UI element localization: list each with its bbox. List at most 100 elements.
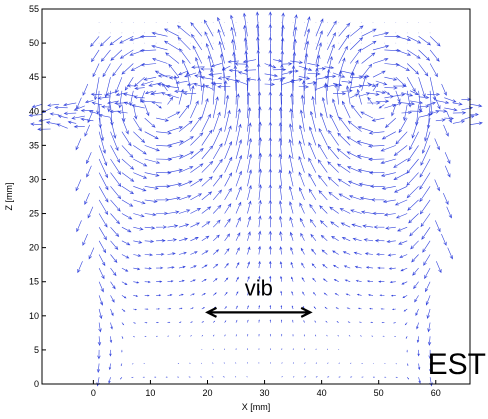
velocity-vector [273,59,283,63]
velocity-vector [314,320,317,323]
velocity-vector [178,293,184,296]
velocity-vector [382,199,396,204]
velocity-vector [102,63,111,78]
velocity-vector [212,320,216,323]
velocity-vector [108,377,111,384]
velocity-vector [224,233,231,241]
velocity-vector [82,233,88,246]
velocity-vector [461,97,472,102]
velocity-vector [416,322,419,330]
velocity-vector [322,264,328,269]
velocity-vector [310,233,317,241]
velocity-vector [332,91,347,96]
velocity-vector [247,184,252,200]
velocity-vector [268,215,272,228]
velocity-vector [352,237,362,242]
velocity-vector [224,125,232,146]
velocity-vector [292,38,297,64]
velocity-vector [342,251,351,255]
velocity-vector [278,184,283,200]
velocity-vector [201,235,210,242]
velocity-vector [308,188,317,201]
velocity-vector [406,363,409,367]
velocity-vector [100,49,111,62]
velocity-vector [77,261,83,274]
velocity-vector [447,247,453,260]
surface-dot [190,42,191,44]
velocity-vector [200,67,214,71]
velocity-vector [356,293,362,296]
surface-dot [110,42,111,44]
velocity-vector [227,59,239,64]
velocity-vector [323,292,328,296]
velocity-vector [298,171,305,187]
y-tick-label: 5 [34,345,39,355]
velocity-vector [416,336,420,344]
velocity-vector [178,136,194,146]
surface-dot [155,32,157,34]
velocity-vector [339,208,351,214]
velocity-vector [446,206,452,219]
velocity-vector [389,280,396,284]
velocity-vector [133,281,140,284]
velocity-vector [380,172,396,177]
velocity-vector [139,34,157,39]
velocity-vector [406,63,420,75]
velocity-vector [167,294,173,296]
velocity-vector [337,132,351,146]
surface-dot [292,22,294,23]
surface-dot [429,22,431,23]
velocity-vector [190,178,203,187]
velocity-vector [235,186,242,201]
x-tick-label: 60 [431,388,441,398]
surface-dot [224,42,225,44]
velocity-vector [122,92,137,97]
velocity-vector [110,322,113,330]
velocity-vector [217,28,225,50]
velocity-vector [178,251,187,255]
velocity-vector [133,267,141,271]
velocity-vector [163,40,180,51]
surface-dot [247,32,248,34]
surface-dot [269,22,271,23]
velocity-vector [124,77,134,91]
velocity-vector [365,266,374,269]
velocity-vector [163,28,180,37]
velocity-vector [117,110,128,114]
velocity-vector [110,131,119,152]
velocity-vector [424,267,431,280]
velocity-vector [413,281,419,290]
velocity-vector [140,63,157,67]
velocity-vector [178,151,195,160]
velocity-vector [290,60,304,64]
velocity-vector [410,109,423,113]
velocity-vector [290,78,295,105]
velocity-vector [151,31,168,37]
velocity-vector [435,220,441,233]
surface-dot [155,22,157,23]
velocity-vector [201,160,214,173]
velocity-vector [121,104,126,123]
velocity-vector [167,154,184,160]
surface-dot [144,22,146,23]
plot-frame [41,8,471,385]
velocity-vector [157,74,171,78]
surface-dot [349,32,351,34]
velocity-vector [427,336,432,346]
surface-dot [132,22,134,23]
velocity-vector [247,305,249,310]
surface-dot [384,22,385,23]
velocity-vector [258,245,262,255]
surface-dot [201,22,203,23]
velocity-vector [98,172,109,191]
velocity-vector [381,186,396,190]
velocity-vector [268,260,272,269]
velocity-vector [346,151,362,160]
velocity-vector [98,254,106,267]
velocity-vector [409,90,419,96]
velocity-vector [247,169,252,187]
velocity-vector [133,95,145,99]
velocity-vector [372,58,389,64]
velocity-vector [167,238,178,242]
velocity-vector [302,291,305,296]
